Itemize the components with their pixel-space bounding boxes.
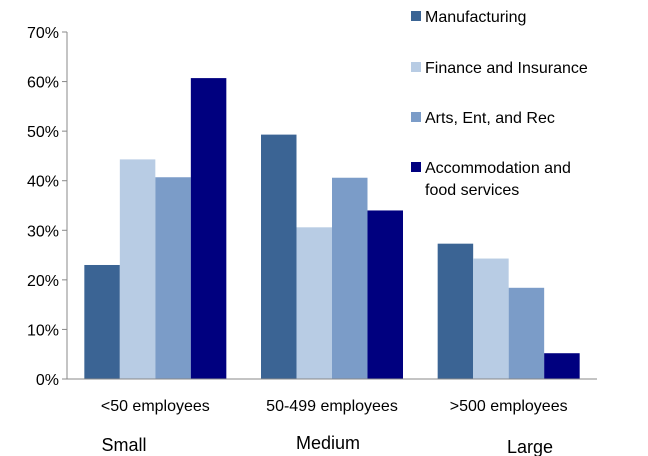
bar [473, 258, 509, 379]
y-tick-label: 20% [27, 273, 59, 290]
legend-swatch [411, 11, 421, 21]
bar [119, 159, 156, 379]
x-tick-label: >500 employees [450, 398, 568, 415]
legend-label: food services [425, 182, 519, 199]
group-label: Medium [296, 433, 360, 453]
legend-label: Accommodation and [425, 160, 571, 177]
bar [84, 264, 120, 379]
bar [437, 243, 474, 379]
y-axis-ticks: 0% 10% 20% 30% 40% 50% 60% 70% [27, 25, 67, 389]
y-tick-label: 30% [27, 223, 59, 240]
y-tick-label: 60% [27, 75, 59, 92]
legend-item: Arts, Ent, and Rec [411, 110, 555, 127]
x-tick-label: 50-499 employees [266, 398, 398, 415]
bar [296, 227, 332, 379]
legend-item: Accommodation and food services [411, 160, 571, 199]
legend-label: Finance and Insurance [425, 60, 588, 77]
bar [155, 177, 191, 379]
legend-item: Finance and Insurance [411, 60, 588, 77]
group-label: Large [507, 437, 553, 456]
bar [332, 177, 368, 379]
bar [544, 353, 580, 379]
y-tick-label: 10% [27, 322, 59, 339]
legend-swatch [411, 112, 421, 122]
legend-swatch [411, 62, 421, 72]
y-tick-label: 0% [36, 372, 59, 389]
group-label: Small [101, 435, 146, 455]
x-axis-labels: <50 employees 50-499 employees >500 employ… [101, 398, 568, 456]
y-tick-label: 40% [27, 174, 59, 191]
bar [190, 78, 227, 379]
bar [508, 287, 545, 379]
legend: Manufacturing Finance and Insurance Arts, … [411, 9, 588, 199]
y-tick-label: 50% [27, 124, 59, 141]
bar [261, 134, 297, 379]
legend-swatch [411, 162, 421, 172]
legend-label: Arts, Ent, and Rec [425, 110, 555, 127]
legend-label: Manufacturing [425, 9, 526, 26]
x-tick-label: <50 employees [101, 398, 210, 415]
bars-layer [84, 78, 580, 379]
legend-item: Manufacturing [411, 9, 526, 26]
bar [367, 210, 403, 379]
y-tick-label: 70% [27, 25, 59, 42]
